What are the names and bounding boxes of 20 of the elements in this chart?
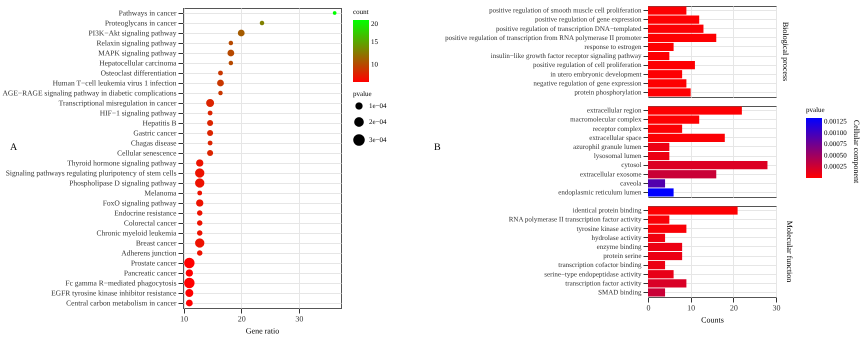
text: A <box>10 142 18 153</box>
bar <box>648 188 674 197</box>
text: B <box>434 142 441 153</box>
text: Biological process <box>781 22 790 82</box>
x-tick-label: 20 <box>730 304 738 312</box>
bar <box>648 170 716 178</box>
text: Cellular component <box>852 120 861 184</box>
x-axis-title: Counts <box>701 316 724 324</box>
bar <box>648 161 768 170</box>
bar <box>648 288 666 297</box>
x-tick-label: 30 <box>772 304 780 312</box>
bar <box>648 279 686 288</box>
x-tick-label: 10 <box>687 304 696 312</box>
x-tick-label: 30 <box>295 314 304 324</box>
x-tick-label: 0 <box>646 304 650 312</box>
x-tick-label: 20 <box>238 314 246 324</box>
bar <box>648 179 666 188</box>
x-axis-title: Gene ratio <box>246 326 280 336</box>
text: Molecular function <box>785 220 794 282</box>
x-tick-label: 10 <box>180 314 188 324</box>
